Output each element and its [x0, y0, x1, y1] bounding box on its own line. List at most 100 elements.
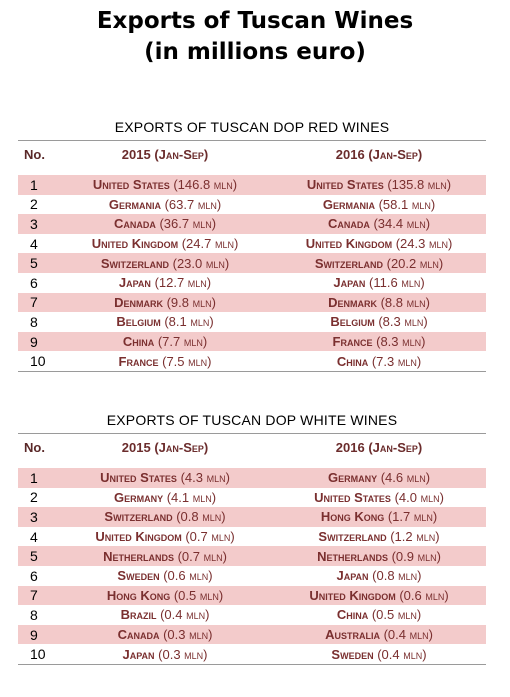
value-2016: (0.5 mln) [371, 607, 422, 623]
cell-2015: Germany (4.1 mln) [58, 488, 272, 508]
cell-2015: Brazil (0.4 mln) [58, 605, 272, 625]
value-2016: (1.7 mln) [387, 509, 438, 525]
header-no: No. [18, 433, 58, 465]
country-2015: Germania [108, 196, 161, 212]
value-2016: (34.4 mln) [373, 216, 431, 232]
cell-2016: Germany (4.6 mln) [272, 460, 486, 488]
cell-2015: Sweden (0.6 mln) [58, 566, 272, 586]
value-2016: (20.2 mln) [386, 255, 444, 271]
country-2016: United Kingdom [305, 236, 393, 252]
country-2015: Sweden [117, 568, 160, 584]
table-row: 7 Hong Kong (0.5 mln) United Kingdom (0.6 … [18, 585, 486, 606]
red-wines-rows: 1 United States (146.8 mln) United States … [18, 167, 486, 372]
table-header-row: No. 2015 (Jan-Sep) 2016 (Jan-Sep) [18, 140, 486, 172]
rank-cell: 2 [30, 489, 38, 506]
value-2016: (0.9 mln) [391, 548, 441, 564]
country-2015: Japan [122, 646, 155, 662]
value-2016: (1.2 mln) [390, 529, 440, 545]
country-2016: Germania [322, 196, 375, 212]
cell-2016: Canada (34.4 mln) [272, 214, 486, 234]
cell-2015: United Kingdom (0.7 mln) [58, 527, 272, 547]
header-2016: 2016 (Jan-Sep) [272, 433, 486, 465]
country-2015: Switzerland [104, 509, 173, 525]
cell-2015: United Kingdom (24.7 mln) [58, 234, 272, 254]
rank-cell: 5 [18, 253, 58, 273]
country-2015: Belgium [116, 314, 161, 330]
rank-cell: 1 [18, 167, 58, 195]
value-2016: (8.3 mln) [376, 334, 426, 350]
country-2016: United States [314, 489, 391, 505]
header-2015: 2015 (Jan-Sep) [58, 433, 272, 465]
cell-2016: United States (4.0 mln) [272, 488, 486, 508]
value-2015: (146.8 mln) [173, 177, 238, 193]
country-2016: Belgium [330, 314, 375, 330]
country-2016: Switzerland [314, 255, 383, 271]
cell-2016: Netherlands (0.9 mln) [272, 546, 486, 566]
cell-2015: Hong Kong (0.5 mln) [58, 585, 272, 606]
cell-2016: Hong Kong (1.7 mln) [272, 507, 486, 527]
country-2016: Switzerland [318, 529, 387, 545]
header-2016: 2016 (Jan-Sep) [272, 140, 486, 172]
table-row: 10 France (7.5 mln) China (7.3 mln) [18, 351, 486, 372]
cell-2015: France (7.5 mln) [58, 351, 272, 372]
cell-2016: United Kingdom (0.6 mln) [272, 585, 486, 606]
value-2015: (0.7 mln) [177, 548, 227, 564]
value-2015: (0.3 mln) [163, 627, 213, 643]
value-2016: (0.6 mln) [399, 587, 449, 603]
value-2016: (11.6 mln) [369, 275, 425, 291]
cell-2015: Switzerland (0.8 mln) [58, 507, 272, 527]
table-row: 6 Sweden (0.6 mln) Japan (0.8 mln) [18, 566, 486, 586]
rank-cell: 5 [18, 546, 58, 566]
country-2016: Japan [333, 275, 366, 291]
value-2015: (24.7 mln) [181, 236, 239, 252]
rank-cell: 7 [18, 585, 58, 606]
value-2015: (0.3 mln) [158, 646, 208, 662]
cell-2015: Canada (36.7 mln) [58, 214, 272, 234]
rank-cell: 1 [18, 460, 58, 488]
table-row: 5 Netherlands (0.7 mln) Netherlands (0.9 m… [18, 546, 486, 566]
country-2016: United States [306, 177, 384, 193]
table-row: 6 Japan (12.7 mln) Japan (11.6 mln) [18, 273, 486, 293]
country-2016: Canada [327, 216, 370, 232]
country-2016: Japan [336, 568, 369, 584]
table-header-row: No. 2015 (Jan-Sep) 2016 (Jan-Sep) [18, 433, 486, 465]
country-2015: Hong Kong [106, 587, 171, 603]
rank-cell: 3 [18, 214, 58, 234]
table-row: 1 United States (146.8 mln) United States … [18, 167, 486, 195]
value-2016: (0.4 mln) [383, 627, 433, 643]
value-2015: (23.0 mln) [172, 255, 230, 271]
page-title-line-2: (in millions euro) [144, 39, 366, 65]
value-2015: (0.8 mln) [176, 509, 226, 525]
value-2016: (0.4 mln) [377, 646, 427, 662]
rank-cell: 10 [18, 351, 58, 372]
cell-2015: Germania (63.7 mln) [58, 195, 272, 215]
value-2015: (63.7 mln) [164, 196, 222, 212]
value-2016: (8.3 mln) [378, 314, 428, 330]
header-no: No. [18, 140, 58, 172]
rank-cell: 7 [18, 292, 58, 313]
table-row: 3 Switzerland (0.8 mln) Hong Kong (1.7 mln… [18, 507, 486, 527]
cell-2016: Sweden (0.4 mln) [272, 644, 486, 665]
rank-cell: 10 [18, 644, 58, 665]
country-2016: Australia [325, 627, 380, 643]
cell-2016: Japan (11.6 mln) [272, 273, 486, 293]
white-wines-table: No. 2015 (Jan-Sep) 2016 (Jan-Sep) 1 Unite… [18, 433, 486, 665]
value-2016: (0.8 mln) [372, 568, 422, 584]
cell-2016: United States (135.8 mln) [272, 167, 486, 195]
country-2015: China [122, 334, 155, 350]
value-2015: (8.1 mln) [164, 314, 214, 330]
cell-2015: Japan (0.3 mln) [58, 644, 272, 665]
country-2015: Canada [117, 627, 160, 643]
cell-2016: Japan (0.8 mln) [272, 566, 486, 586]
cell-2016: United Kingdom (24.3 mln) [272, 234, 486, 254]
country-2015: Germany [113, 489, 164, 505]
table-row: 8 Belgium (8.1 mln) Belgium (8.3 mln) [18, 312, 486, 332]
table-row: 2 Germania (63.7 mln) Germania (58.1 mln) [18, 195, 486, 215]
rank-cell: 6 [30, 567, 38, 584]
country-2015: Netherlands [103, 548, 174, 564]
cell-2016: Belgium (8.3 mln) [272, 312, 486, 332]
country-2016: Germany [327, 470, 378, 486]
country-2016: United Kingdom [309, 587, 396, 603]
cell-2016: China (0.5 mln) [272, 605, 486, 625]
cell-2016: Australia (0.4 mln) [272, 624, 486, 645]
